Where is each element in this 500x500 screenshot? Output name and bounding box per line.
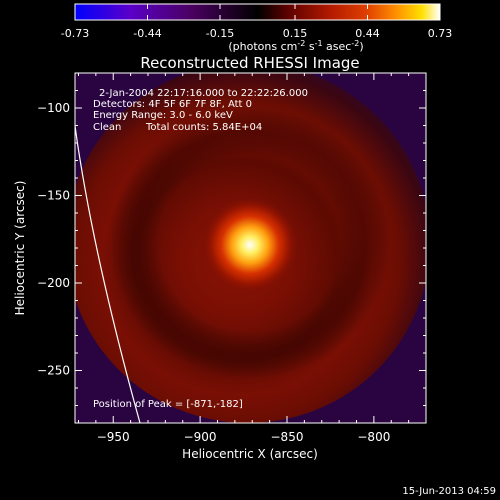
image-plot-area [75,73,426,423]
x-tick-label: −800 [357,430,390,444]
total-counts-text: Total counts: 5.84E+04 [145,122,262,133]
colorbar-tick-label: 0.73 [428,27,453,40]
detectors-text: Detectors: 4F 5F 6F 7F 8F, Att 0 [93,99,252,110]
x-tick-label: −850 [271,430,304,444]
y-axis-label: Heliocentric Y (arcsec) [13,181,27,316]
y-axis-ticks: −100 −150 −200 −250 [37,72,426,424]
peak-position-text: Position of Peak = [-871,-182] [93,399,243,410]
solar-limb-line [75,125,141,423]
colorbar-tick-label: -0.44 [133,27,161,40]
colorbar-tick-label: 0.44 [355,27,380,40]
x-axis-label: Heliocentric X (arcsec) [182,447,318,461]
y-tick-label: −200 [37,276,70,290]
colorbar: -0.73 -0.44 -0.15 0.15 0.44 0.73 (photons cm-… [61,3,452,53]
clean-text: Clean [93,122,121,133]
energy-range-text: Energy Range: 3.0 - 6.0 keV [93,110,233,121]
colorbar-tick-label: -0.15 [206,27,234,40]
y-tick-label: −150 [37,189,70,203]
x-tick-label: −950 [97,430,130,444]
x-tick-label: −900 [184,430,217,444]
chart-title: Reconstructed RHESSI Image [140,54,359,72]
colorbar-ticks: -0.73 -0.44 -0.15 0.15 0.44 0.73 [61,4,452,40]
time-range-text: 2-Jan-2004 22:17:16.000 to 22:22:26.000 [99,88,308,99]
annotation-block: 2-Jan-2004 22:17:16.000 to 22:22:26.000 … [93,88,308,410]
colorbar-gradient [74,3,441,21]
y-tick-label: −100 [37,101,70,115]
colorbar-units: (photons cm-2 s-1 asec-2) [228,39,363,53]
y-tick-label: −250 [37,364,70,378]
footer-timestamp: 15-Jun-2013 04:59 [402,486,496,497]
peak-source [202,197,298,293]
x-axis-ticks: −950 −900 −850 −800 [77,73,427,444]
colorbar-tick-label: 0.15 [283,27,308,40]
colorbar-tick-label: -0.73 [61,27,89,40]
